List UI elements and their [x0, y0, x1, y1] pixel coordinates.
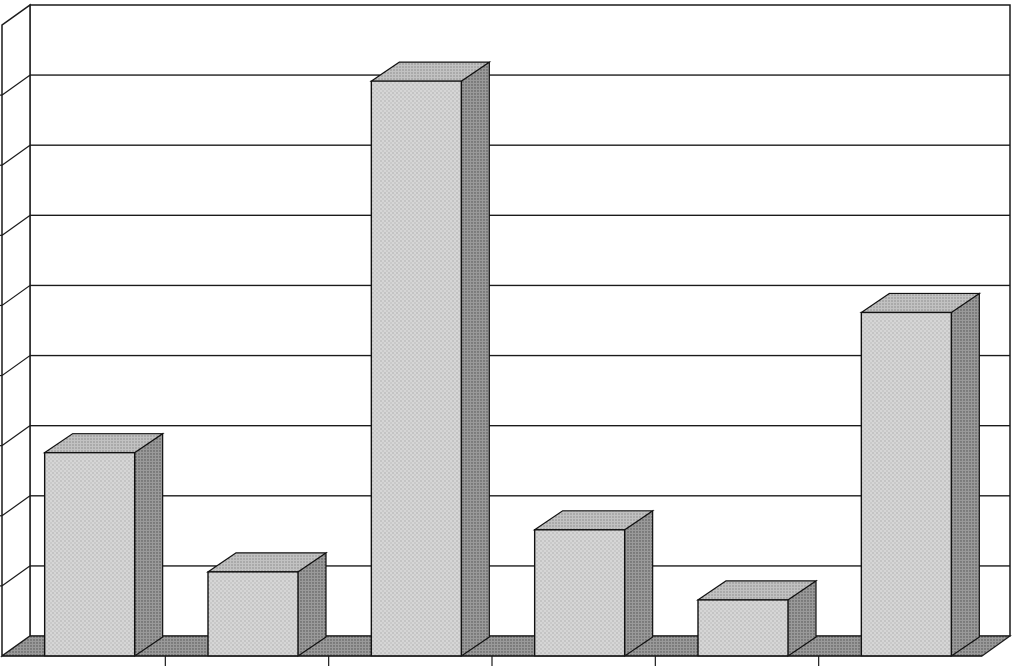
- bar-front: [697, 599, 789, 657]
- plot-back-wall: [29, 4, 1011, 637]
- gridline-side: [1, 425, 31, 447]
- bar-front: [860, 311, 953, 657]
- bar-side: [460, 60, 490, 658]
- gridline-side: [1, 144, 31, 166]
- x-axis-ticks: [2, 655, 982, 666]
- bar-side: [624, 509, 654, 658]
- gridline-side: [1, 284, 31, 306]
- gridlines: [0, 74, 1010, 587]
- gridline-side: [1, 214, 31, 236]
- gridline-side: [1, 355, 31, 377]
- bar-side: [950, 292, 980, 658]
- gridline-side: [1, 74, 31, 96]
- bar-front: [207, 571, 299, 657]
- bar-front: [370, 80, 463, 657]
- bars: [42, 60, 982, 658]
- bar-front: [43, 451, 136, 657]
- bar: [206, 551, 328, 658]
- bar: [532, 509, 655, 658]
- left-wall-polygon: [1, 3, 31, 658]
- bar: [859, 292, 982, 658]
- bar: [369, 60, 492, 658]
- bar-side: [134, 432, 164, 658]
- plot-left-wall: [1, 3, 31, 658]
- back-wall-rect: [29, 4, 1011, 637]
- bar: [42, 432, 165, 658]
- gridline-side: [1, 565, 31, 587]
- bar-front: [533, 529, 626, 657]
- gridline-side: [1, 495, 31, 517]
- bar: [696, 579, 818, 658]
